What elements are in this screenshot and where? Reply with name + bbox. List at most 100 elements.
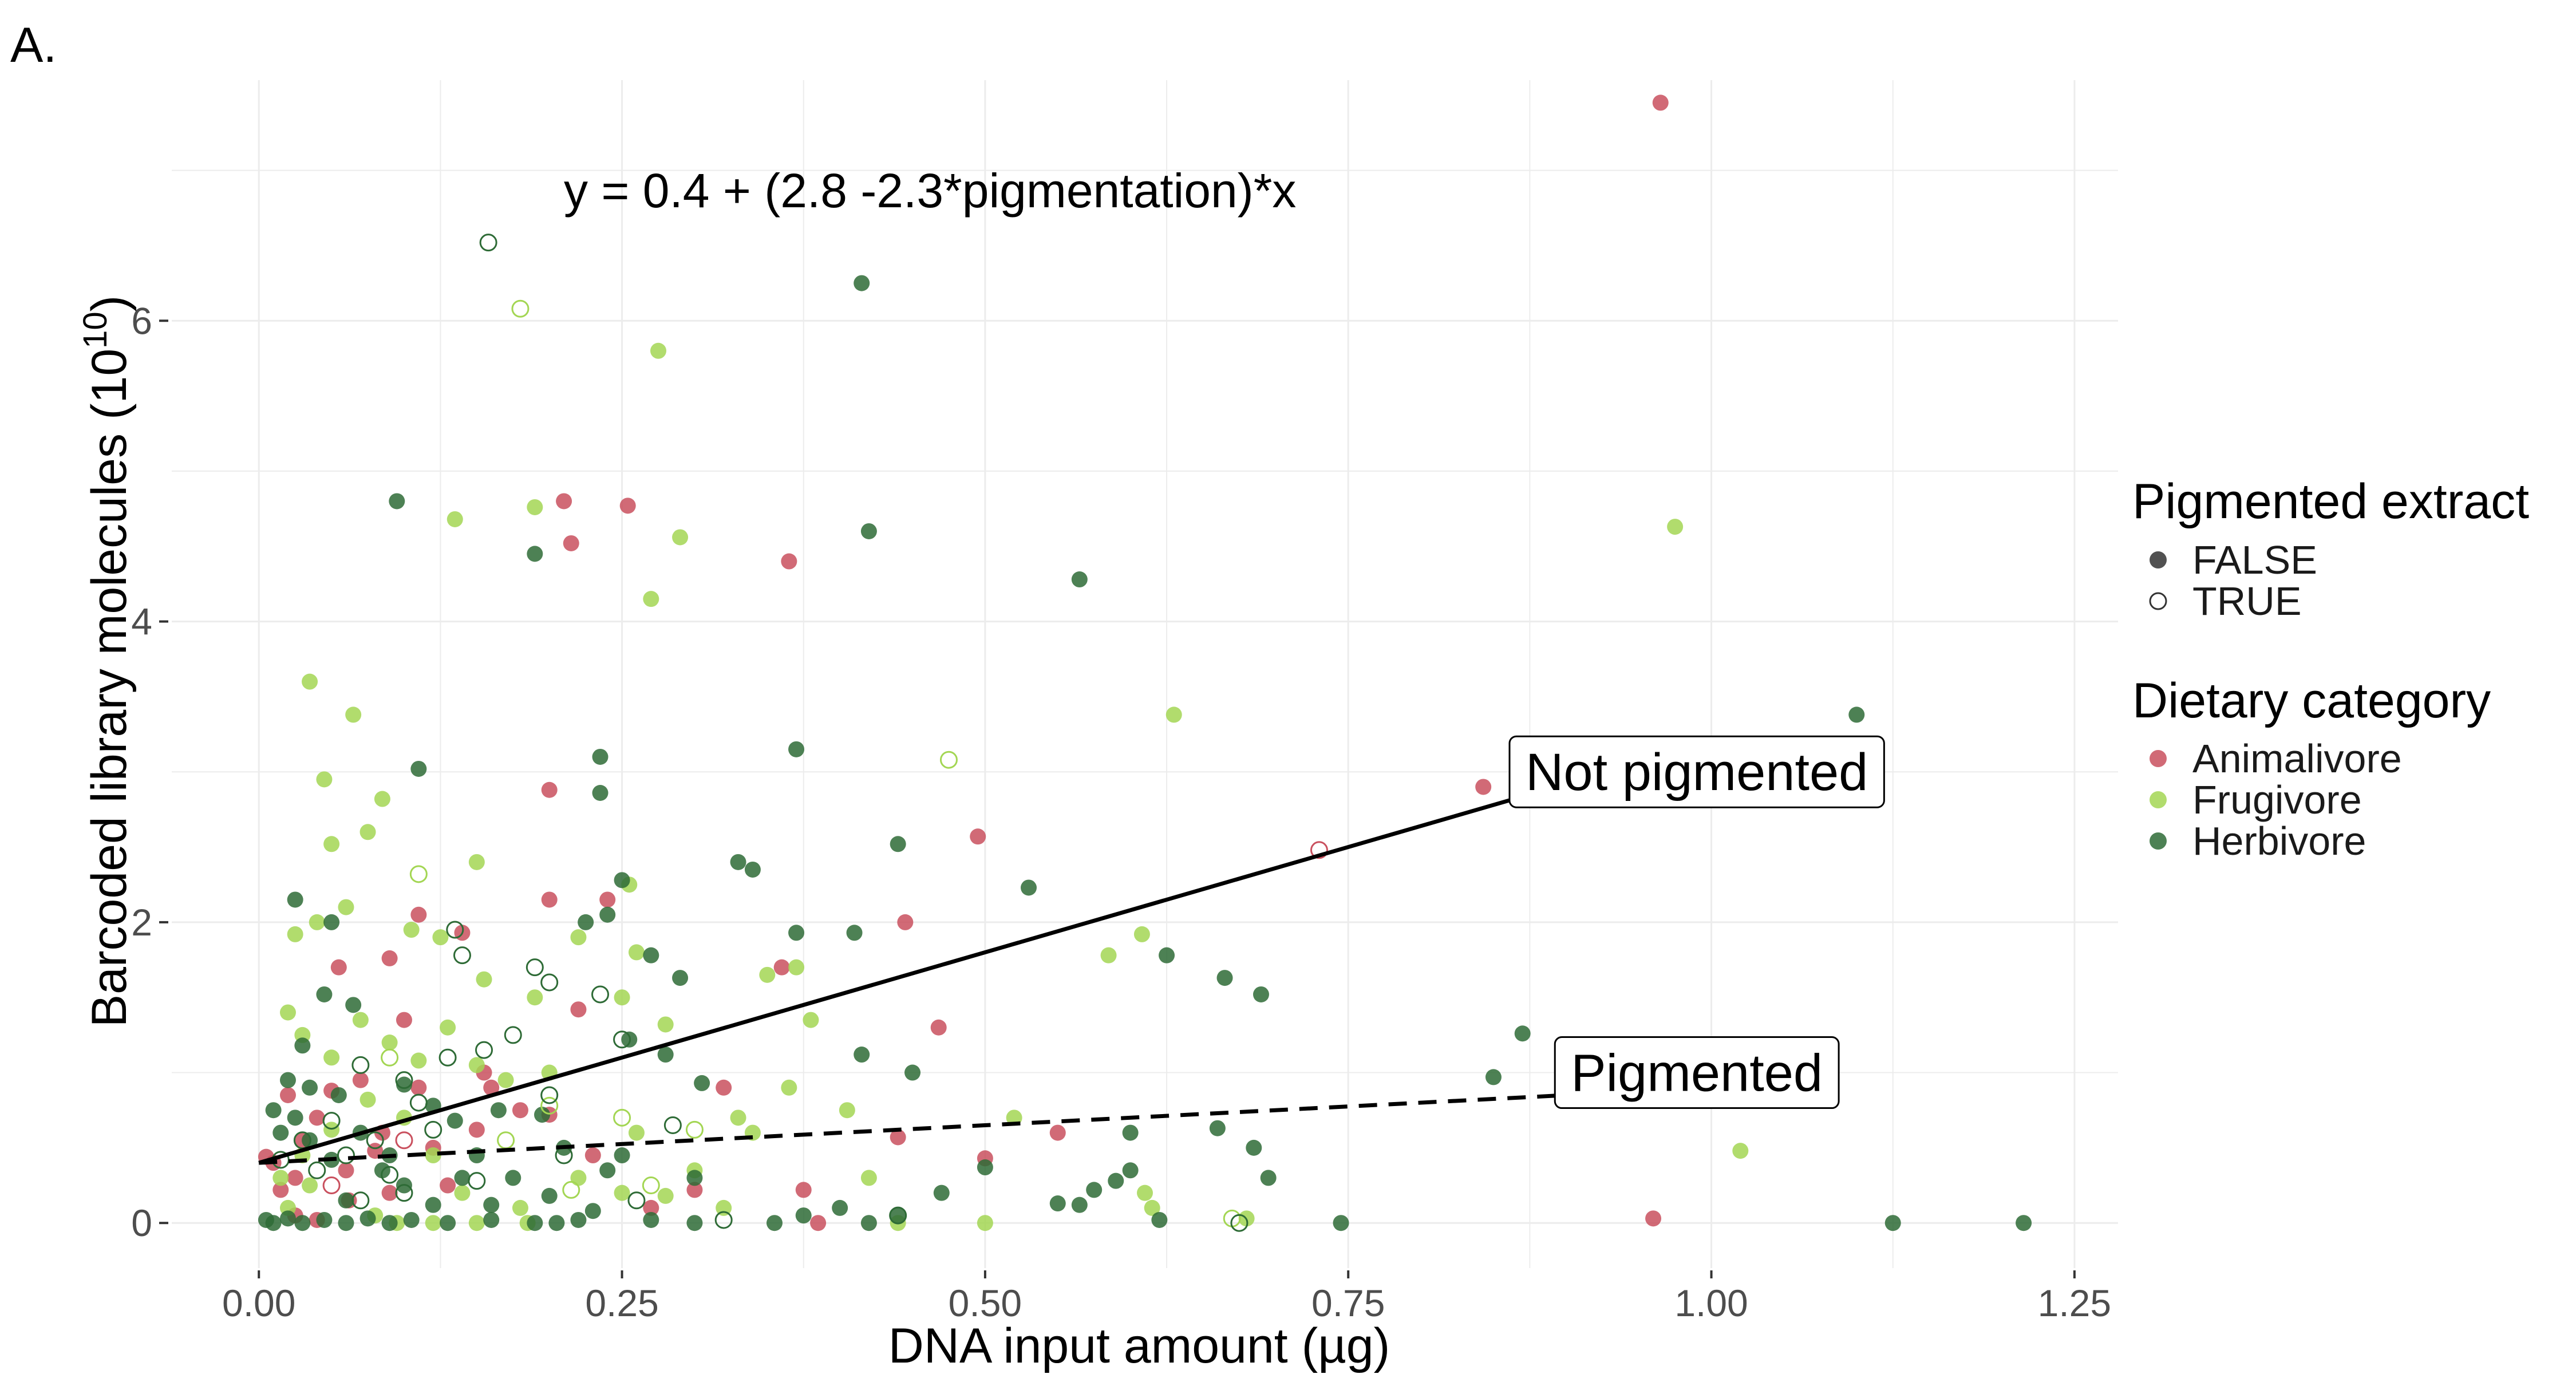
data-point-frugivore [781,1079,797,1096]
data-point-frugivore [650,342,666,359]
data-point-frugivore [287,926,303,942]
data-point-animalivore [781,553,797,570]
y-tick-label: 0 [131,1202,152,1244]
data-point-herbivore [279,1210,296,1227]
legend-key-animalivore [2150,750,2167,767]
data-point-herbivore [1021,879,1037,896]
data-point-frugivore [352,1012,369,1028]
data-point-frugivore [447,511,463,527]
x-tick-label: 0.25 [585,1282,658,1324]
data-point-herbivore [933,1185,950,1201]
axis-ticks: 0.00 0.25 0.50 0.75 1.00 1.25 0 2 4 6 [131,299,2111,1324]
y-tick-label: 2 [131,901,152,943]
data-point-frugivore-pigmented [939,751,958,769]
data-point-animalivore [396,1012,412,1028]
data-point-frugivore [527,499,543,515]
data-point-herbivore [345,997,362,1013]
data-point-herbivore [614,1147,630,1164]
data-point-frugivore [1133,926,1150,942]
data-point-frugivore [1137,1185,1153,1201]
legend-title-dietary: Dietary category [2132,673,2491,728]
line-label-box [1508,735,1885,808]
data-point-herbivore-pigmented [395,1071,413,1089]
data-point-herbivore [1514,1025,1531,1042]
data-point-frugivore [468,1057,485,1073]
data-point-animalivore-pigmented [395,1131,413,1150]
data-point-herbivore [1253,986,1269,1002]
data-point-frugivore [440,1019,456,1036]
legend: Pigmented extract FALSE TRUE Dietary cat… [2132,474,2529,863]
data-point-frugivore [803,1012,819,1028]
data-point-frugivore [570,929,587,946]
legend-key-true [2149,592,2167,610]
data-point-frugivore [302,1177,318,1194]
data-point-herbivore [854,275,870,291]
data-point-herbivore [1122,1124,1139,1141]
data-point-herbivore-pigmented [351,1191,370,1210]
x-tick-label: 0.75 [1311,1282,1385,1324]
data-point-frugivore-pigmented [685,1120,704,1139]
data-point-animalivore [619,498,636,514]
data-point-herbivore [1151,1211,1168,1228]
data-point-herbivore [287,1110,303,1126]
data-point-herbivore [686,1215,703,1231]
data-point-frugivore [410,1052,427,1069]
data-point-herbivore [730,854,746,870]
data-point-herbivore-pigmented [540,1086,559,1104]
data-point-herbivore-pigmented [453,946,471,965]
data-point-herbivore [454,1170,471,1186]
data-point-animalivore [410,906,427,923]
line-label-text: Not pigmented [1526,743,1868,802]
data-point-frugivore [323,836,340,852]
data-point-frugivore [316,771,333,788]
data-point-herbivore [1071,1197,1088,1213]
y-tick-label: 6 [131,299,152,342]
data-point-animalivore [584,1147,601,1164]
data-point-herbivore-pigmented [663,1116,682,1134]
data-point-frugivore [657,1016,674,1033]
data-point-animalivore [1652,94,1669,111]
data-point-frugivore [570,1170,587,1186]
data-point-herbivore [1848,706,1865,723]
data-point-herbivore-pigmented [714,1211,733,1229]
legend-title-pigmented: Pigmented extract [2132,474,2529,529]
data-point-herbivore [904,1064,921,1081]
data-point-animalivore [272,1182,289,1198]
legend-label-true: TRUE [2192,579,2302,623]
data-point-herbivore [527,546,543,562]
data-point-herbivore [846,925,863,941]
data-point-herbivore [1333,1215,1349,1231]
y-axis-title-exponent: 10 [77,311,114,349]
data-point-herbivore [744,861,761,878]
data-point-frugivore [497,1072,514,1088]
data-point-frugivore [527,989,543,1006]
x-axis-title: DNA input amount (µg) [888,1318,1390,1373]
data-point-frugivore-pigmented [497,1131,515,1150]
data-point-herbivore [490,1102,507,1119]
data-point-herbivore [570,1211,587,1228]
data-point-animalivore [930,1019,947,1036]
legend-key-false [2150,551,2167,568]
data-point-frugivore [468,1215,485,1231]
data-point-animalivore [643,1199,659,1216]
data-point-herbivore [330,1087,347,1103]
data-point-herbivore-pigmented [446,921,464,939]
data-point-frugivore [1667,519,1684,535]
data-point-herbivore [541,1187,558,1204]
data-point-herbivore-pigmented [627,1191,646,1210]
data-point-frugivore-pigmented [540,1096,559,1115]
data-point-animalivore [795,1182,812,1198]
data-point-frugivore [476,971,492,988]
data-point-animalivore [330,959,347,976]
data-point-frugivore-pigmented [642,1176,660,1195]
data-point-herbivore [483,1211,500,1228]
data-points [258,94,2032,1232]
data-point-herbivore-pigmented [540,973,559,992]
data-point-herbivore [316,986,333,1002]
data-point-animalivore [599,891,616,908]
data-point-herbivore [425,1197,441,1213]
data-point-herbivore-pigmented [591,985,610,1004]
legend-label-animalivore: Animalivore [2192,736,2402,781]
data-point-herbivore-pigmented [504,1026,522,1044]
data-point-frugivore-pigmented [409,865,428,883]
